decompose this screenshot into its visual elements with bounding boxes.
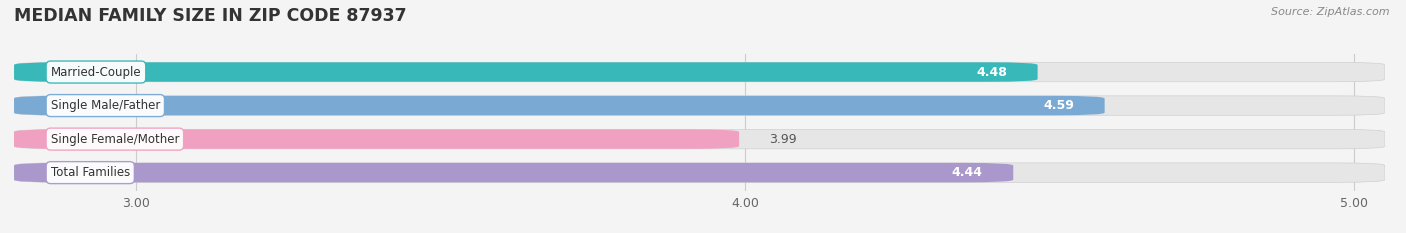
Text: 4.44: 4.44 [952, 166, 983, 179]
Text: Total Families: Total Families [51, 166, 129, 179]
Text: 3.99: 3.99 [769, 133, 797, 146]
FancyBboxPatch shape [14, 62, 1038, 82]
Text: 4.59: 4.59 [1043, 99, 1074, 112]
FancyBboxPatch shape [14, 163, 1014, 182]
Text: Married-Couple: Married-Couple [51, 65, 141, 79]
FancyBboxPatch shape [14, 96, 1385, 115]
FancyBboxPatch shape [14, 129, 740, 149]
FancyBboxPatch shape [14, 96, 1105, 115]
FancyBboxPatch shape [14, 163, 1385, 182]
Text: 4.48: 4.48 [976, 65, 1007, 79]
FancyBboxPatch shape [14, 129, 1385, 149]
Text: Source: ZipAtlas.com: Source: ZipAtlas.com [1271, 7, 1389, 17]
Text: Single Male/Father: Single Male/Father [51, 99, 160, 112]
FancyBboxPatch shape [14, 62, 1385, 82]
Text: Single Female/Mother: Single Female/Mother [51, 133, 179, 146]
Text: MEDIAN FAMILY SIZE IN ZIP CODE 87937: MEDIAN FAMILY SIZE IN ZIP CODE 87937 [14, 7, 406, 25]
